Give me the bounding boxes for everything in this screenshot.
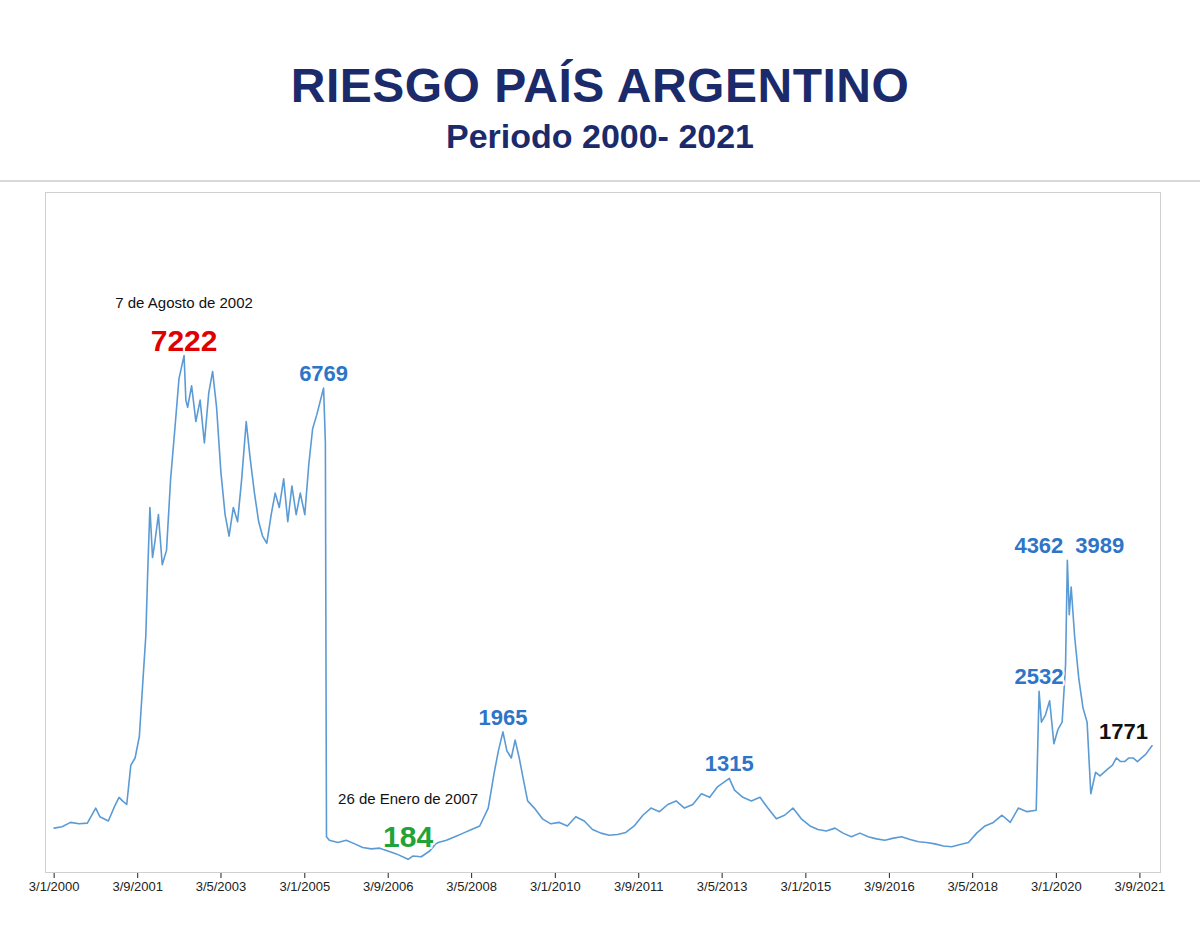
svg-text:1315: 1315 xyxy=(705,751,754,776)
svg-text:3/5/2003: 3/5/2003 xyxy=(196,879,247,894)
svg-text:6769: 6769 xyxy=(299,361,348,386)
svg-text:184: 184 xyxy=(383,820,433,853)
svg-text:3989: 3989 xyxy=(1075,533,1124,558)
svg-text:26 de Enero de 2007: 26 de Enero de 2007 xyxy=(338,790,478,807)
html-text:RIESGO PAÍS ARGENTINO: RIESGO PAÍS ARGENTINO xyxy=(290,59,910,112)
svg-text:3/1/2005: 3/1/2005 xyxy=(279,879,330,894)
svg-text:3/1/2010: 3/1/2010 xyxy=(530,879,581,894)
svg-text:3/9/2001: 3/9/2001 xyxy=(112,879,163,894)
svg-text:3/9/2021: 3/9/2021 xyxy=(1115,879,1166,894)
svg-text:3/1/2020: 3/1/2020 xyxy=(1031,879,1082,894)
html-text:Periodo 2000- 2021: Periodo 2000- 2021 xyxy=(446,117,754,155)
svg-text:1965: 1965 xyxy=(478,705,527,730)
svg-text:4362: 4362 xyxy=(1014,533,1063,558)
svg-text:3/9/2006: 3/9/2006 xyxy=(363,879,414,894)
svg-text:3/5/2018: 3/5/2018 xyxy=(947,879,998,894)
svg-text:3/9/2016: 3/9/2016 xyxy=(864,879,915,894)
svg-text:1771: 1771 xyxy=(1099,719,1148,744)
svg-text:3/5/2008: 3/5/2008 xyxy=(446,879,497,894)
svg-text:7 de Agosto de 2002: 7 de Agosto de 2002 xyxy=(115,294,253,311)
svg-text:3/1/2015: 3/1/2015 xyxy=(781,879,832,894)
svg-text:2532: 2532 xyxy=(1015,664,1064,689)
svg-text:3/5/2013: 3/5/2013 xyxy=(697,879,748,894)
svg-text:7222: 7222 xyxy=(151,324,218,357)
svg-text:3/1/2000: 3/1/2000 xyxy=(29,879,80,894)
svg-text:3/9/2011: 3/9/2011 xyxy=(614,879,664,894)
